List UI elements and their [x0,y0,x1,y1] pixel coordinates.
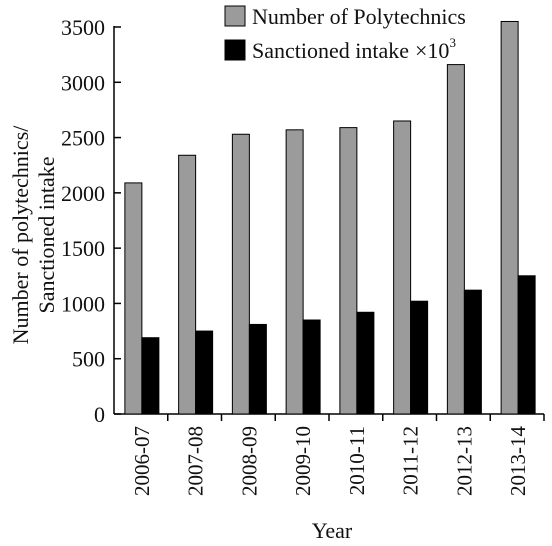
y-axis-title: Number of polytechnics/ Sanctioned intak… [8,125,59,345]
legend-label-superscript: 3 [449,35,456,50]
bar-sanctioned-intake [302,319,321,415]
legend-label-sanctioned-intake: Sanctioned intake ×103 [252,35,456,63]
x-tick-label: 2007-08 [184,426,208,496]
x-axis-title: Year [312,518,353,543]
x-axis: 2006-07 2007-08 2008-09 2009-10 2010-11 2011-… [114,413,545,496]
bar-number-of-polytechnics [446,64,465,415]
y-axis-title-line-1: Number of polytechnics/ [8,125,33,345]
y-tick-label: 2500 [61,126,105,151]
y-tick-label: 0 [94,402,105,427]
y-tick-label: 2000 [61,181,105,206]
x-tick-label: 2013-14 [506,426,530,496]
legend-label-number-of-polytechnics: Number of Polytechnics [252,4,466,29]
legend-label-multiplier: ×10 [415,38,449,63]
y-tick-label: 3500 [61,15,105,40]
legend-swatch-number-of-polytechnics [224,5,246,27]
bar-sanctioned-intake [356,311,375,415]
bar-number-of-polytechnics [231,133,250,415]
legend-label-sanctioned-intake-text: Sanctioned intake [252,38,409,63]
y-tick-label: 500 [72,347,105,372]
bar-sanctioned-intake [248,323,267,415]
bar-number-of-polytechnics [500,20,519,415]
bar-sanctioned-intake [463,289,482,415]
x-tick-label: 2012-13 [452,426,476,496]
y-tick-label: 1000 [61,291,105,316]
bar-number-of-polytechnics [124,182,143,415]
bar-sanctioned-intake [517,275,536,415]
x-tick-label: 2010-11 [345,426,369,495]
legend-swatch-sanctioned-intake [224,39,246,61]
bar-sanctioned-intake [195,330,214,415]
bar-number-of-polytechnics [393,120,412,415]
y-axis: 0 500 1000 1500 2000 2500 3000 3500 [61,15,121,427]
y-tick-label: 3000 [61,70,105,95]
bar-sanctioned-intake [141,337,160,415]
x-tick-label: 2006-07 [130,426,154,496]
bar-number-of-polytechnics [285,129,304,415]
y-axis-title-line-2: Sanctioned intake [34,156,59,313]
bar-sanctioned-intake [410,300,429,415]
bar-number-of-polytechnics [339,127,358,415]
bars [124,20,536,415]
x-tick-label: 2009-10 [291,426,315,496]
bar-number-of-polytechnics [178,154,197,415]
x-tick-label: 2008-09 [237,426,261,496]
x-tick-label: 2011-12 [399,426,423,495]
legend: Number of Polytechnics Sanctioned intake… [224,4,466,63]
y-tick-label: 1500 [61,236,105,261]
